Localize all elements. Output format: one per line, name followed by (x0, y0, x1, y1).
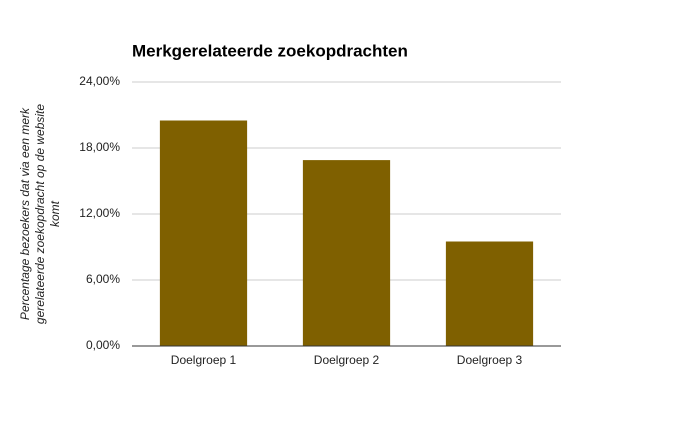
y-axis-label-line: komt (48, 200, 62, 227)
y-tick-label: 24,00% (79, 74, 120, 88)
y-tick-label: 0,00% (86, 338, 120, 352)
x-tick-label: Doelgroep 3 (457, 353, 523, 367)
bar (302, 160, 391, 346)
y-tick-label: 6,00% (86, 272, 120, 286)
y-tick-label: 18,00% (79, 140, 120, 154)
bar (159, 120, 248, 346)
y-axis-label-line: Percentage bezoekers dat via een merk (18, 107, 32, 320)
y-axis-label-line: gerelateerde zoekopdracht op de website (33, 104, 47, 324)
chart-title: Merkgerelateerde zoekopdrachten (132, 41, 408, 60)
bar (445, 241, 534, 346)
x-tick-label: Doelgroep 2 (314, 353, 380, 367)
y-axis-label: Percentage bezoekers dat via een merk ge… (18, 104, 62, 324)
x-tick-label: Doelgroep 1 (171, 353, 237, 367)
y-tick-label: 12,00% (79, 206, 120, 220)
